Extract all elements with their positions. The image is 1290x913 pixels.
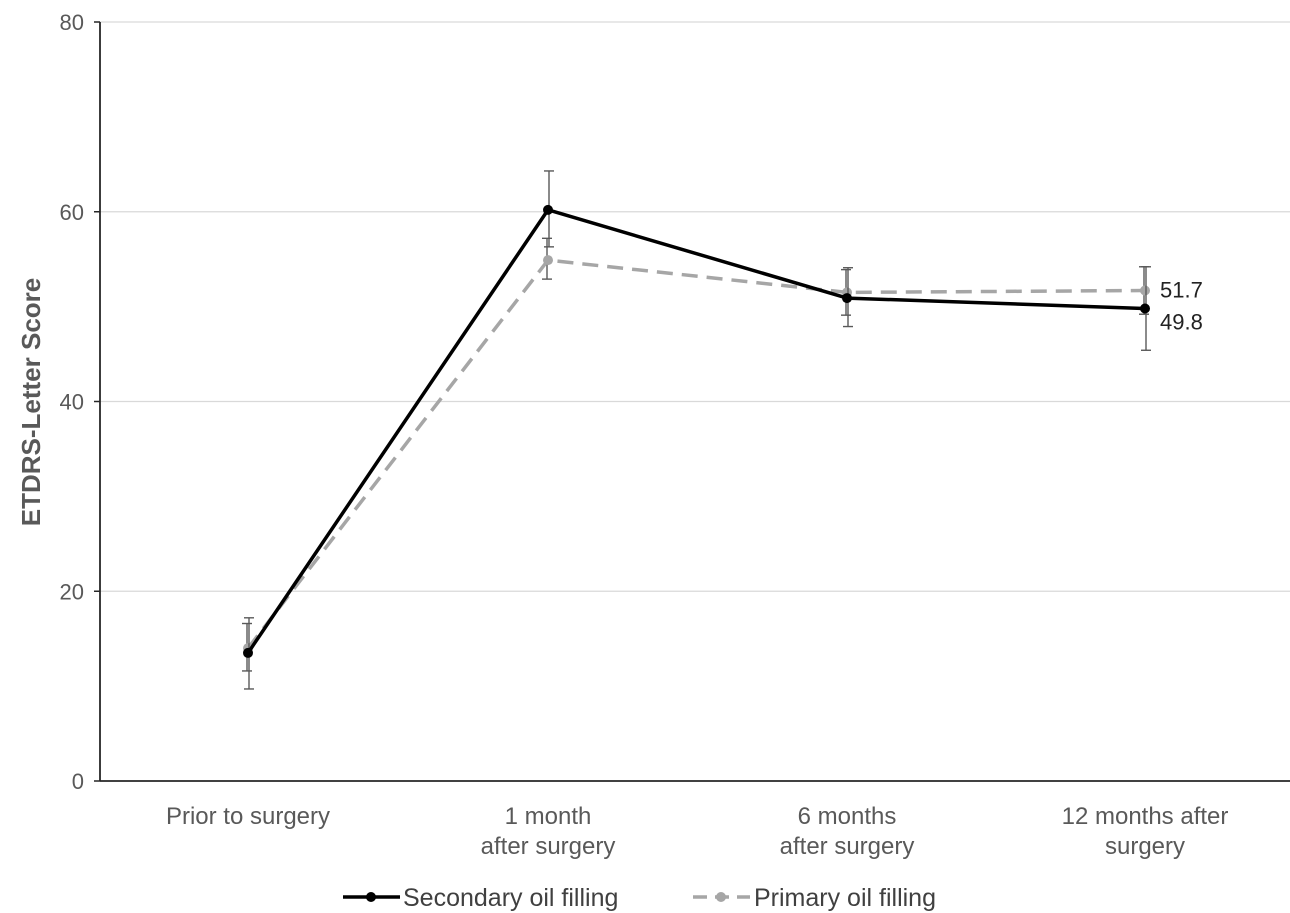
x-category-label-line: 12 months after <box>1062 803 1229 830</box>
series-line <box>246 208 1146 654</box>
legend-swatch-marker <box>366 892 376 902</box>
series-layer <box>242 170 1151 690</box>
x-category-label-line: surgery <box>1105 833 1185 860</box>
legend-label: Secondary oil filling <box>403 884 618 912</box>
gridlines <box>100 21 1290 592</box>
legend-item: Secondary oil filling <box>343 884 618 912</box>
legend: Secondary oil filling Primary oil filling <box>343 884 936 912</box>
legend-label: Primary oil filling <box>754 884 936 912</box>
x-category-label-line: 1 month <box>505 803 592 830</box>
data-label: 51.7 <box>1160 277 1203 302</box>
y-tick-label: 0 <box>72 769 84 794</box>
series-primary-oil-filling <box>242 237 1150 672</box>
legend-item: Primary oil filling <box>693 884 936 912</box>
x-category-label-line: 6 months <box>798 803 897 830</box>
data-labels: 51.7 49.8 <box>1160 277 1203 334</box>
y-tick-label: 40 <box>60 390 84 415</box>
data-point <box>543 204 553 215</box>
x-category-label-line: after surgery <box>780 833 915 860</box>
x-category-label: 6 months after surgery <box>780 803 915 860</box>
x-category-label: 12 months after surgery <box>1062 803 1229 860</box>
x-category-label: Prior to surgery <box>166 803 330 830</box>
data-point <box>543 255 553 266</box>
data-point <box>1140 285 1150 296</box>
x-category-label: 1 month after surgery <box>481 803 616 860</box>
axes <box>94 21 1290 782</box>
x-category-label-line: Prior to surgery <box>166 803 330 830</box>
y-tick-label: 60 <box>60 200 84 225</box>
y-tick-labels: 0 20 40 60 80 <box>60 10 84 794</box>
y-tick-label: 80 <box>60 10 84 35</box>
x-category-label-line: after surgery <box>481 833 616 860</box>
y-tick-label: 20 <box>60 579 84 604</box>
data-label: 49.8 <box>1160 310 1203 335</box>
series-secondary-oil-filling <box>243 170 1151 690</box>
y-axis-label: ETDRS-Letter Score <box>16 278 46 527</box>
data-point <box>243 647 253 658</box>
series-line <box>246 258 1146 650</box>
data-point <box>842 293 852 304</box>
legend-swatch-marker <box>716 892 726 902</box>
data-point <box>1140 303 1150 314</box>
